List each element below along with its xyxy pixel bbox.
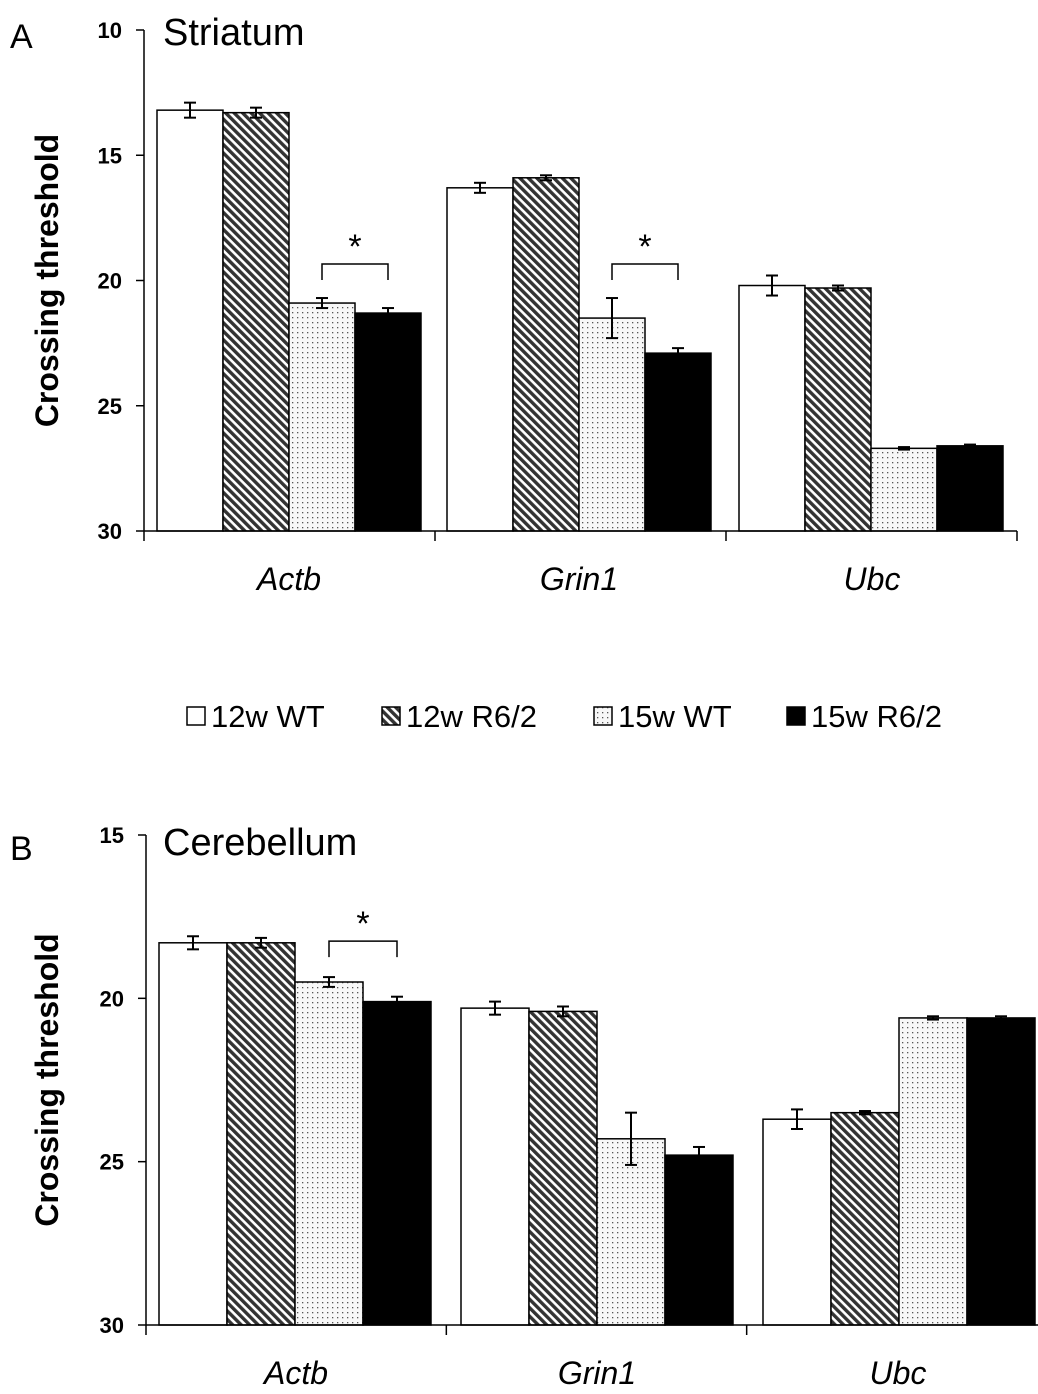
bar-ubc-3: [898, 1017, 968, 1326]
y-tick-label: 20: [100, 986, 124, 1011]
significance-star: *: [348, 228, 361, 266]
bar-ubc-4: [936, 445, 1004, 532]
bar-grin1-3: [596, 1138, 666, 1326]
legend-item: 12w R6/2: [381, 699, 537, 734]
bar-actb-1: [158, 942, 228, 1326]
panel-label: B: [10, 830, 33, 868]
bar-actb-3: [288, 302, 356, 532]
legend-swatch: [786, 706, 806, 726]
x-tick-label: Actb: [255, 561, 321, 597]
x-tick-label: Actb: [262, 1355, 328, 1389]
x-tick-label: Grin1: [558, 1355, 636, 1389]
y-tick-label: 25: [100, 1150, 124, 1175]
bar-actb-1: [156, 109, 224, 532]
y-tick-label: 30: [98, 519, 122, 544]
chart-title: Cerebellum: [163, 822, 357, 864]
significance-star: *: [638, 228, 651, 266]
legend-item: 12w WT: [186, 699, 325, 734]
x-tick-label: Grin1: [540, 561, 618, 597]
bar-grin1-2: [528, 1010, 598, 1326]
bar-grin1-4: [664, 1154, 734, 1326]
chart-panel-B: B Cerebellum Crossing threshold 15 20 25 30 Act…: [10, 822, 1038, 1391]
bar-ubc-4: [966, 1017, 1036, 1326]
legend-label: 12w R6/2: [406, 699, 537, 734]
y-tick-label: 25: [98, 394, 122, 419]
bar-actb-3: [294, 981, 364, 1326]
legend-label: 15w R6/2: [811, 699, 942, 734]
y-tick-label: 10: [98, 18, 122, 43]
legend: 12w WT 12w R6/2 15w WT 15w R6/2: [186, 699, 942, 734]
bar-grin1-2: [512, 177, 580, 532]
legend-item: 15w R6/2: [786, 699, 942, 734]
bar-ubc-3: [870, 447, 938, 532]
x-tick-label: Ubc: [844, 561, 901, 597]
x-tick-label: Ubc: [870, 1355, 927, 1389]
significance-bracket: [328, 940, 398, 958]
y-axis-title: Crossing threshold: [29, 933, 65, 1226]
bar-actb-2: [222, 111, 290, 532]
bar-grin1-4: [644, 352, 712, 532]
y-axis-title: Crossing threshold: [29, 134, 65, 427]
significance-bracket: [321, 263, 389, 281]
y-tick-label: 20: [98, 269, 122, 294]
chart-title: Striatum: [163, 12, 304, 54]
bar-actb-4: [362, 1000, 432, 1326]
bar-grin1-1: [446, 187, 514, 532]
bar-grin1-3: [578, 317, 646, 532]
significance-bracket: [611, 263, 679, 281]
y-tick-label: 15: [98, 143, 122, 168]
bar-actb-2: [226, 942, 296, 1326]
bar-ubc-1: [762, 1118, 832, 1326]
y-tick-label: 30: [100, 1313, 124, 1338]
legend-label: 15w WT: [618, 699, 732, 734]
legend-item: 15w WT: [593, 699, 732, 734]
legend-swatch: [186, 706, 206, 726]
chart-panel-A: A Striatum Crossing threshold 10 15 20 25 30 Act…: [10, 12, 1018, 597]
bar-ubc-2: [804, 287, 872, 532]
bar-actb-4: [354, 312, 422, 532]
legend-swatch: [381, 706, 401, 726]
significance-star: *: [356, 905, 369, 943]
legend-swatch: [593, 706, 613, 726]
panel-label: A: [10, 18, 33, 56]
bar-ubc-1: [738, 284, 806, 532]
bar-ubc-2: [830, 1111, 900, 1326]
y-tick-label: 15: [100, 823, 124, 848]
legend-label: 12w WT: [211, 699, 325, 734]
bar-grin1-1: [460, 1007, 530, 1326]
